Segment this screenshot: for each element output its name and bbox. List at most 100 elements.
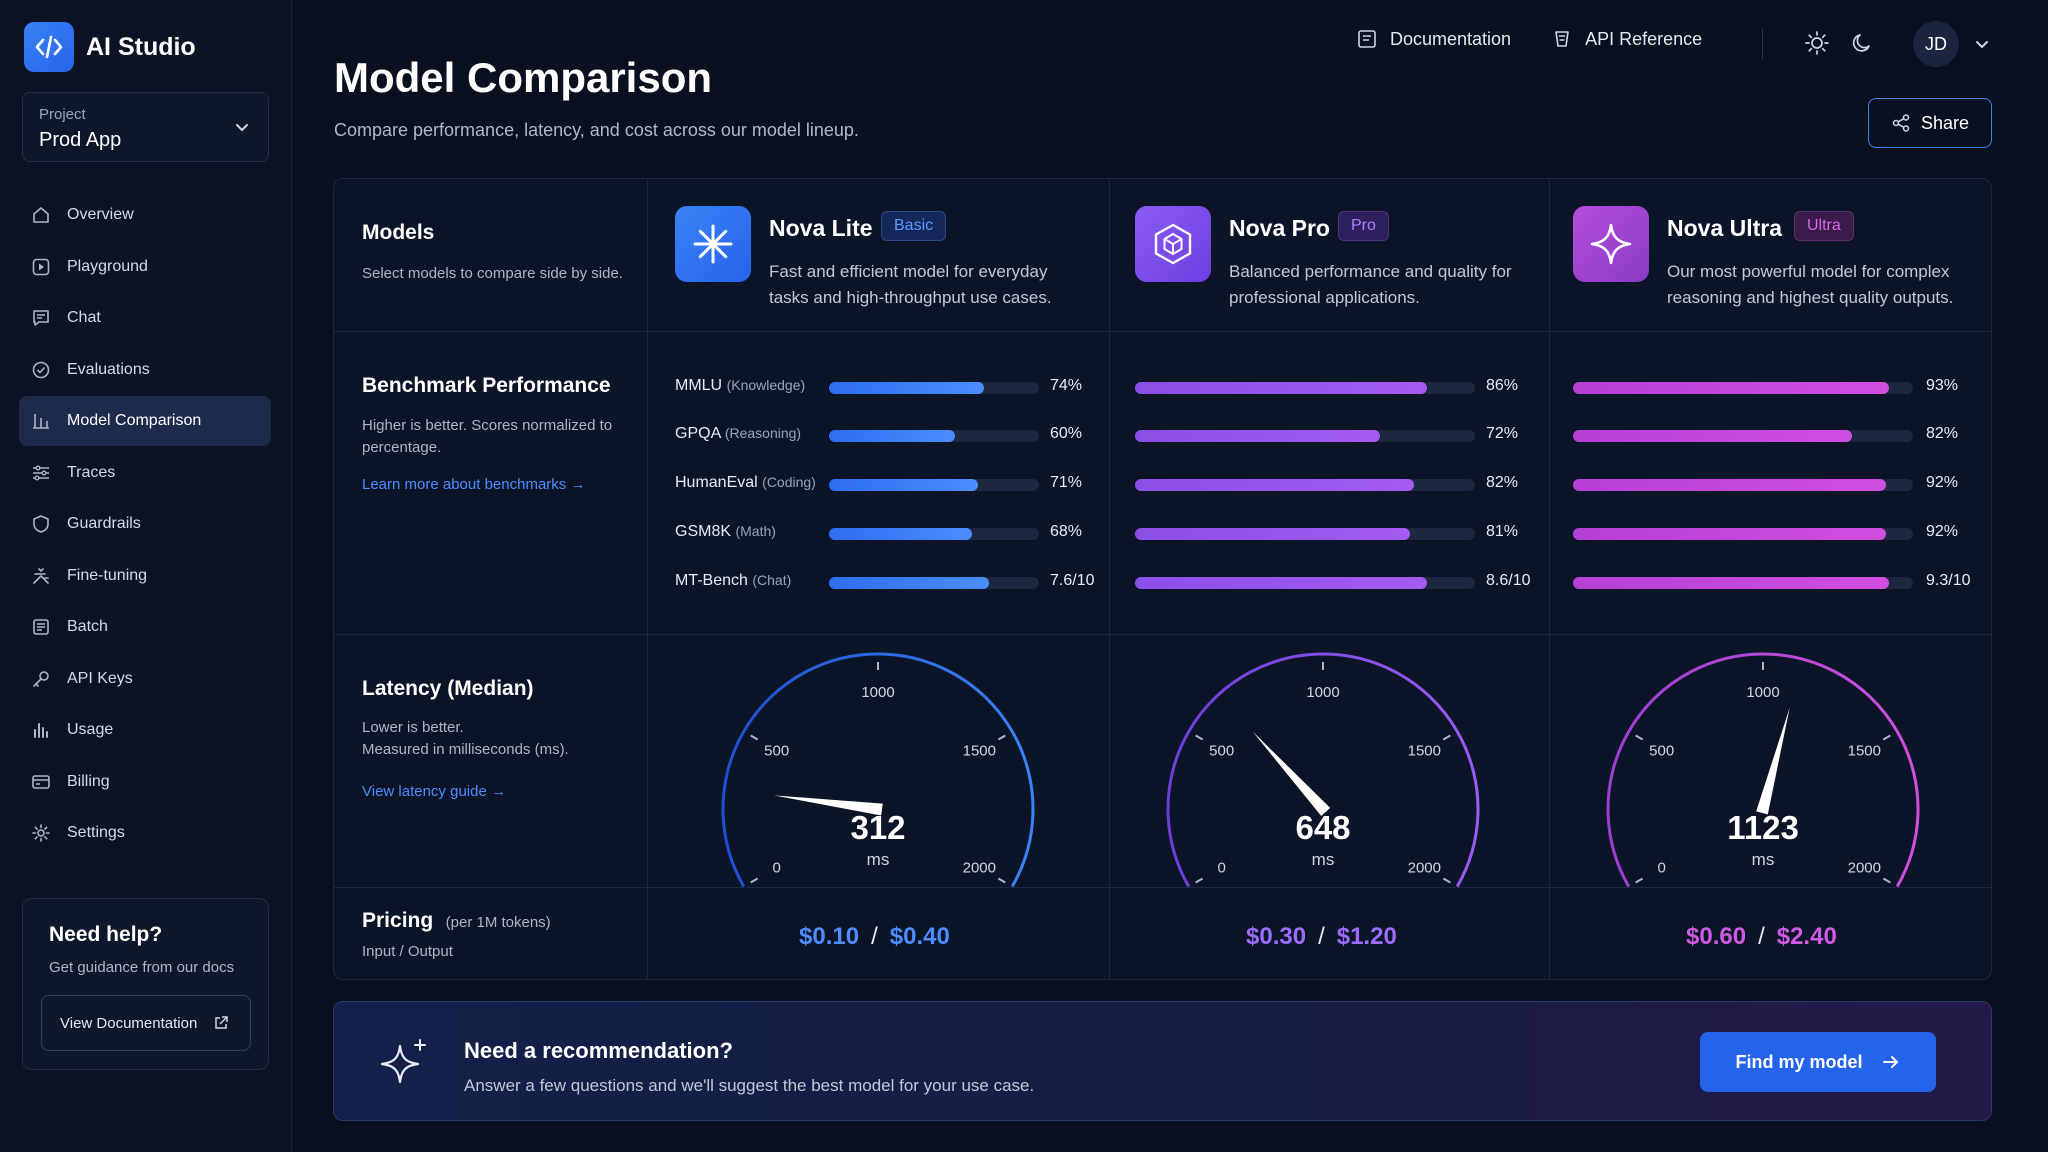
gauge-tick-mark — [1195, 734, 1204, 741]
help-title: Need help? — [49, 923, 163, 946]
model-name-nova-lite: Nova Lite — [769, 215, 873, 241]
price-nova-lite: $0.10/$0.40 — [799, 923, 950, 950]
latency-guide-link[interactable]: View latency guide → — [362, 783, 506, 800]
benchmark-track — [1135, 430, 1475, 442]
benchmarks-learn-more-link[interactable]: Learn more about benchmarks → — [362, 476, 586, 493]
gauge-unit-nova-lite: ms — [866, 850, 890, 869]
play-icon — [32, 258, 50, 275]
pricing-row-desc: Input / Output — [362, 943, 453, 960]
model-desc-nova-pro-1: Balanced performance and quality for — [1229, 262, 1512, 281]
benchmark-track — [829, 430, 1039, 442]
pricing-row-title: Pricing — [362, 909, 434, 932]
brand[interactable]: AI Studio — [24, 22, 196, 72]
api-icon — [1555, 31, 1569, 47]
view-documentation-button[interactable]: View Documentation — [41, 995, 251, 1051]
comparison-table: Models Select models to compare side by … — [333, 178, 1992, 980]
sparkles-icon — [380, 1039, 426, 1084]
find-my-model-label: Find my model — [1735, 1051, 1863, 1072]
recommendation-banner: Need a recommendation? Answer a few ques… — [333, 1001, 1992, 1121]
benchmark-bar — [1135, 479, 1414, 491]
benchmark-bar — [1573, 528, 1886, 540]
gauge-tick-label: 500 — [764, 743, 789, 760]
price-output: $2.40 — [1776, 923, 1837, 950]
benchmark-value: 71% — [1050, 474, 1083, 491]
benchmark-value: 81% — [1486, 523, 1519, 540]
top-navigation: Documentation API Reference — [1356, 28, 1702, 50]
model-desc-nova-lite-2: tasks and high-throughput use cases. — [769, 288, 1052, 307]
gauge-tick-label: 1000 — [1306, 684, 1339, 701]
sidebar-item-label: Batch — [67, 618, 108, 635]
help-card: Need help? Get guidance from our docs Vi… — [22, 898, 269, 1070]
book-icon — [1358, 30, 1376, 48]
model-name-nova-ultra: Nova Ultra — [1667, 215, 1783, 241]
sidebar-item-guardrails[interactable]: Guardrails — [19, 499, 271, 549]
sidebar-item-label: Overview — [67, 206, 134, 223]
sidebar-item-label: Playground — [67, 257, 148, 275]
gauge-tick-mark — [1882, 734, 1891, 741]
gauge-arc — [1606, 652, 1920, 888]
code-icon — [24, 22, 74, 72]
benchmark-bar — [1573, 479, 1886, 491]
documentation-link[interactable]: Documentation — [1356, 28, 1511, 50]
gauge-tick-mark — [1442, 734, 1451, 741]
sidebar-item-api-keys[interactable]: API Keys — [19, 654, 271, 704]
benchmark-value: 93% — [1926, 377, 1959, 394]
find-my-model-button[interactable]: Find my model — [1700, 1032, 1936, 1092]
page-title: Model Comparison — [334, 54, 713, 101]
sidebar-item-label: Evaluations — [67, 360, 150, 378]
price-nova-ultra: $0.60/$2.40 — [1686, 923, 1837, 950]
sidebar-item-label: Billing — [67, 772, 110, 790]
gauge-tick-label: 2000 — [1848, 860, 1881, 877]
benchmark-bar — [829, 577, 989, 589]
sidebar-item-fine-tuning[interactable]: Fine-tuning — [19, 551, 271, 601]
sidebar-item-usage[interactable]: Usage — [19, 705, 271, 755]
gauge-tick-mark — [1195, 877, 1204, 884]
model-name-nova-pro: Nova Pro — [1229, 215, 1330, 241]
shield-check-icon — [32, 361, 50, 378]
project-selector[interactable]: Project Prod App — [22, 92, 269, 162]
benchmark-value: 7.6/10 — [1050, 572, 1095, 589]
chevron-down-icon[interactable] — [1974, 36, 1990, 52]
sidebar-item-model-comparison[interactable]: Model Comparison — [19, 396, 271, 446]
share-button[interactable]: Share — [1868, 98, 1992, 148]
sun-icon[interactable] — [1804, 30, 1830, 56]
benchmark-value: 9.3/10 — [1926, 572, 1971, 589]
bench-label-mmlu: MMLU (Knowledge) — [675, 377, 806, 394]
sidebar-item-evaluations[interactable]: Evaluations — [19, 345, 271, 395]
price-output: $1.20 — [1336, 923, 1397, 950]
sidebar-item-chat[interactable]: Chat — [19, 293, 271, 343]
benchmark-value: 92% — [1926, 523, 1959, 540]
pricing-row-unit: (per 1M tokens) — [445, 914, 551, 931]
brand-name: AI Studio — [86, 32, 196, 61]
sidebar-item-playground[interactable]: Playground — [19, 242, 271, 292]
sidebar-item-settings[interactable]: Settings — [19, 808, 271, 858]
tune-icon — [33, 567, 49, 584]
recommendation-title: Need a recommendation? — [464, 1038, 733, 1063]
gauge-arc — [721, 652, 1035, 888]
benchmark-track — [1573, 382, 1913, 394]
gauge-value-nova-lite: 312 — [850, 809, 906, 846]
gauge-tick-mark — [750, 877, 759, 884]
sidebar-item-batch[interactable]: Batch — [19, 602, 271, 652]
benchmark-bar — [829, 528, 972, 540]
sidebar-item-traces[interactable]: Traces — [19, 448, 271, 498]
sidebar-item-billing[interactable]: Billing — [19, 757, 271, 807]
moon-icon[interactable] — [1849, 30, 1875, 56]
chat-icon — [33, 310, 49, 326]
badge-pro: Pro — [1338, 211, 1389, 241]
api-reference-link[interactable]: API Reference — [1551, 28, 1702, 50]
price-output: $0.40 — [889, 923, 950, 950]
gauge-unit-nova-pro: ms — [1311, 850, 1335, 869]
bench-label-gpqa: GPQA (Reasoning) — [675, 425, 802, 442]
benchmark-bar — [829, 479, 979, 491]
gauge-tick-label: 1500 — [1848, 743, 1881, 760]
benchmark-track — [1573, 577, 1913, 589]
avatar[interactable]: JD — [1913, 21, 1959, 67]
benchmark-track — [829, 479, 1039, 491]
sidebar-item-overview[interactable]: Overview — [19, 190, 271, 240]
gauge-tick-label: 0 — [773, 860, 781, 877]
pricing-row-header: Pricing (per 1M tokens) — [362, 909, 551, 934]
benchmark-track — [829, 577, 1039, 589]
benchmark-track — [1573, 430, 1913, 442]
benchmark-row-title: Benchmark Performance — [362, 374, 611, 397]
